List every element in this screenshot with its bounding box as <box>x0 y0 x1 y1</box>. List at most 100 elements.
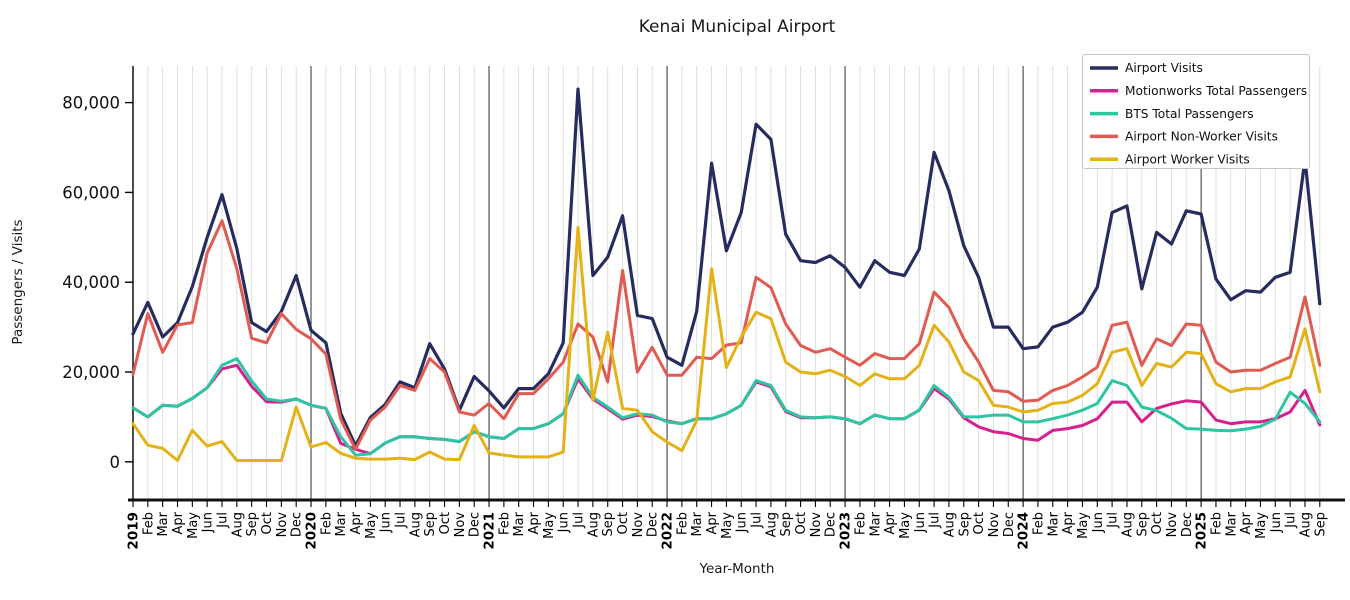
x-tick-label: 2022 <box>660 512 676 550</box>
x-tick-label: Mar <box>868 511 883 536</box>
x-tick-label: Oct <box>794 512 809 534</box>
x-tick-label: Dec <box>646 512 661 537</box>
legend-item-bts-total-passengers: BTS Total Passengers <box>1090 107 1254 121</box>
x-tick-label: Sep <box>779 512 794 537</box>
x-tick-label: Oct <box>616 512 631 534</box>
x-tick-label: May <box>364 512 379 539</box>
x-tick-label: May <box>1076 512 1091 539</box>
legend-label: Motionworks Total Passengers <box>1125 84 1307 98</box>
x-tick-label: Feb <box>319 512 334 535</box>
legend-label: Airport Non-Worker Visits <box>1125 130 1278 144</box>
legend: Airport Visits Motionworks Total Passenge… <box>1082 54 1310 169</box>
legend-label: Airport Visits <box>1125 61 1203 75</box>
x-tick-label: Jul <box>750 512 765 529</box>
x-tick-label: Sep <box>1313 512 1328 537</box>
x-tick-label: Aug <box>764 512 779 537</box>
x-tick-label: Jun <box>379 512 394 533</box>
series-airport-visits <box>131 87 1322 448</box>
x-tick-label: Apr <box>1239 511 1254 534</box>
x-tick-label: Jun <box>735 512 750 533</box>
x-tick-label: Aug <box>1120 512 1135 537</box>
x-tick-label: Jul <box>1284 512 1299 529</box>
x-tick-label: Aug <box>408 512 423 537</box>
x-tick-label: Apr <box>883 511 898 534</box>
x-tick-label: Jun <box>1269 512 1284 533</box>
x-tick-label: Sep <box>957 512 972 537</box>
x-tick-label: Aug <box>586 512 601 537</box>
x-tick-label: Feb <box>675 512 690 535</box>
x-tick-label: Oct <box>260 512 275 534</box>
x-tick-label: Nov <box>1165 512 1180 538</box>
x-tick-label: 2024 <box>1016 512 1032 550</box>
x-tick-label: Dec <box>1002 512 1017 537</box>
legend-box <box>1082 54 1310 169</box>
x-tick-label: Oct <box>972 512 987 534</box>
gridlines <box>132 66 1321 500</box>
x-tick-label: Jun <box>557 512 572 533</box>
x-tick-label: Jul <box>1106 512 1121 529</box>
x-tick-label: Nov <box>987 512 1002 538</box>
legend-label: BTS Total Passengers <box>1125 107 1254 121</box>
x-tick-label: Aug <box>1298 512 1313 537</box>
x-tick-label: Sep <box>245 512 260 537</box>
y-tick-label: 0 <box>110 453 121 472</box>
x-axis-ticks: 2019 Feb Mar Apr May Jun Jul Aug Sep Oct Nov Dec202… <box>126 500 1328 550</box>
x-tick-label: Mar <box>1224 511 1239 536</box>
x-tick-label: May <box>720 512 735 539</box>
series-airport-worker-visits <box>131 225 1322 462</box>
legend-item-airport-visits: Airport Visits <box>1090 61 1203 75</box>
chart-title: Kenai Municipal Airport <box>638 17 836 37</box>
x-tick-label: Nov <box>275 512 290 538</box>
x-tick-label: Mar <box>334 511 349 536</box>
x-tick-label: Sep <box>601 512 616 537</box>
x-tick-label: Feb <box>1031 512 1046 535</box>
x-tick-label: May <box>898 512 913 539</box>
x-tick-label: May <box>542 512 557 539</box>
x-tick-label: Apr <box>527 511 542 534</box>
x-tick-label: Apr <box>705 511 720 534</box>
x-tick-label: Mar <box>690 511 705 536</box>
x-tick-label: Apr <box>1061 511 1076 534</box>
x-tick-label: Jul <box>572 512 587 529</box>
y-tick-label: 60,000 <box>62 183 120 202</box>
x-tick-label: Feb <box>141 512 156 535</box>
x-tick-label: 2023 <box>838 512 854 550</box>
x-tick-label: Oct <box>1150 512 1165 534</box>
y-tick-label: 40,000 <box>62 273 120 292</box>
x-tick-label: Sep <box>423 512 438 537</box>
x-tick-label: Aug <box>942 512 957 537</box>
series-airport-non-worker-visits <box>131 219 1322 451</box>
x-tick-label: May <box>186 512 201 539</box>
x-tick-label: Dec <box>468 512 483 537</box>
x-tick-label: May <box>1254 512 1269 539</box>
x-tick-label: Sep <box>1135 512 1150 537</box>
y-axis-ticks: 0 20,000 40,000 60,000 80,000 <box>62 94 133 472</box>
x-tick-label: 2020 <box>304 512 320 550</box>
x-tick-label: Feb <box>853 512 868 535</box>
x-tick-label: Feb <box>497 512 512 535</box>
series <box>131 87 1322 462</box>
x-tick-label: Jun <box>1091 512 1106 533</box>
series-bts-total-passengers <box>131 357 1322 457</box>
x-axis-label: Year-Month <box>699 561 775 577</box>
x-tick-label: Oct <box>438 512 453 534</box>
x-tick-label: 2019 <box>126 512 142 550</box>
y-tick-label: 80,000 <box>62 94 120 113</box>
x-tick-label: Nov <box>631 512 646 538</box>
x-tick-label: Feb <box>1209 512 1224 535</box>
x-tick-label: Mar <box>512 511 527 536</box>
y-axis-label: Passengers / Visits <box>10 219 26 345</box>
x-tick-label: Jul <box>394 512 409 529</box>
x-tick-label: Nov <box>809 512 824 538</box>
legend-label: Airport Worker Visits <box>1125 152 1250 166</box>
x-tick-label: Dec <box>290 512 305 537</box>
x-tick-label: Mar <box>1046 511 1061 536</box>
x-tick-label: Dec <box>824 512 839 537</box>
x-tick-label: Mar <box>156 511 171 536</box>
x-tick-label: Dec <box>1180 512 1195 537</box>
legend-item-airport-non-worker-visits: Airport Non-Worker Visits <box>1090 130 1278 144</box>
x-tick-label: 2021 <box>482 512 498 550</box>
x-tick-label: Jul <box>216 512 231 529</box>
